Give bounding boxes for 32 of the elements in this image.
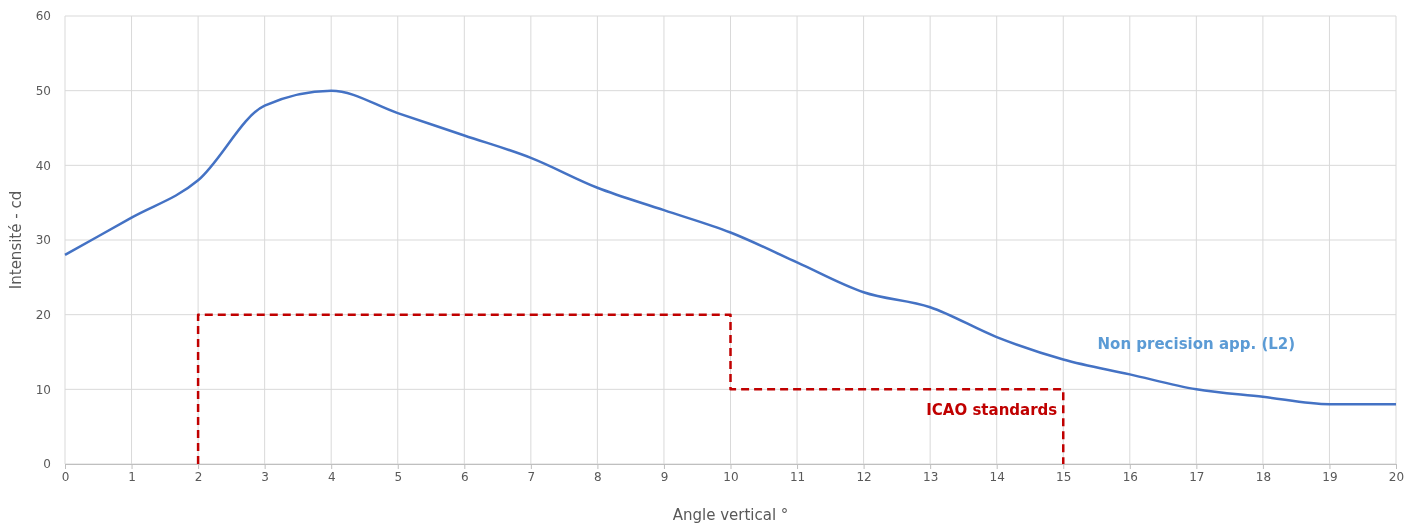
x-tick-label: 3 — [261, 469, 269, 484]
x-tick-label: 11 — [789, 469, 806, 484]
x-tick-label: 15 — [1056, 469, 1072, 484]
y-tick-label: 60 — [35, 9, 51, 24]
x-tick-label: 12 — [856, 469, 872, 484]
y-tick-label: 0 — [43, 457, 51, 472]
x-tick-label: 20 — [1388, 469, 1405, 484]
x-tick-label: 0 — [61, 469, 70, 484]
y-tick-label: 20 — [35, 308, 51, 323]
x-tick-label: 7 — [527, 469, 536, 484]
x-tick-label: 18 — [1255, 469, 1272, 484]
x-tick-label: 8 — [594, 469, 602, 484]
x-tick-label: 1 — [128, 469, 136, 484]
x-tick-label: 9 — [660, 469, 669, 484]
x-tick-label: 16 — [1122, 469, 1138, 484]
x-tick-label: 19 — [1322, 469, 1338, 484]
y-tick-label: 40 — [35, 158, 51, 173]
x-axis-title: Angle vertical ° — [672, 506, 789, 524]
y-tick-label: 30 — [35, 233, 51, 248]
x-tick-label: 10 — [723, 469, 739, 484]
x-tick-label: 17 — [1189, 469, 1205, 484]
y-tick-label: 50 — [35, 84, 51, 99]
x-tick-label: 2 — [194, 469, 203, 484]
y-tick-label: 10 — [35, 382, 51, 397]
x-tick-label: 4 — [327, 469, 336, 484]
x-tick-label: 13 — [923, 469, 939, 484]
y-axis-title: Intensité - cd — [7, 190, 25, 290]
x-tick-label: 6 — [460, 469, 469, 484]
series-label: Non precision app. (L2) — [1097, 335, 1296, 354]
x-tick-label: 14 — [989, 469, 1005, 484]
x-tick-label: 5 — [394, 469, 403, 484]
series-label: ICAO standards — [926, 401, 1058, 420]
